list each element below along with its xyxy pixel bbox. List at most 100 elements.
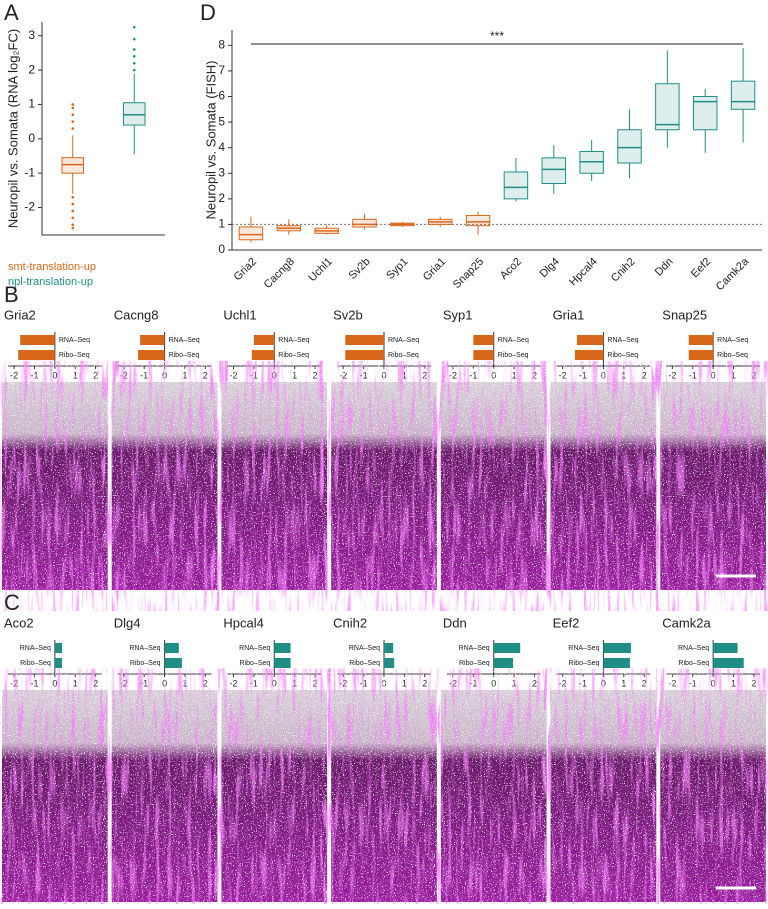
x-tick-label: -1 [689,370,697,380]
x-tick-label: Ddn [653,256,676,279]
gene-name: Camk2a [662,615,711,630]
gene-name: Gria2 [4,307,36,322]
bar [20,335,55,345]
micrograph-signal [2,382,108,590]
x-tick-label: Cacng8 [262,256,297,291]
legend-label: smt-translation-up [8,261,96,273]
row-label: RNA–Seq [678,645,709,652]
bar [164,658,182,668]
box [730,80,756,110]
x-tick-label: 1 [182,678,187,688]
row-label: Ribo–Seq [130,660,161,667]
x-tick-label: Gria2 [232,256,260,284]
y-tick-label: 2 [218,191,225,205]
outlier [132,25,136,29]
gene-name: Cacng8 [114,307,159,322]
x-tick-label: -1 [689,678,697,688]
bar [345,335,384,345]
bar [164,643,179,653]
x-tick-label: 2 [422,370,427,380]
box [541,157,567,184]
x-tick-label: 2 [313,370,318,380]
x-tick-label: 0 [711,678,716,688]
x-tick-label: 0 [381,678,386,688]
x-tick-label: 2 [642,370,647,380]
row-label: Ribo–Seq [717,352,748,359]
y-tick-label: 3 [218,165,225,179]
y-tick-label: 4 [218,140,225,154]
bar [54,658,62,668]
outlier [132,68,136,72]
x-tick-label: Camk2a [714,255,752,293]
box [617,129,642,164]
micrograph-signal [331,690,437,902]
x-tick-label: 2 [751,678,756,688]
box [61,157,85,174]
y-tick-label: 5 [218,114,225,128]
x-tick-label: -2 [120,370,128,380]
outlier [132,48,136,51]
row-label: Ribo–Seq [459,660,490,667]
y-tick-label: 0 [218,242,225,256]
row-label: RNA–Seq [278,337,309,344]
bar [493,658,514,668]
x-tick-label: -1 [30,370,38,380]
micrograph-signal [221,382,328,590]
outlier [71,195,75,199]
bar [384,658,395,668]
x-tick-label: 0 [52,370,57,380]
x-tick-label: -2 [10,370,18,380]
x-tick-label: -1 [469,370,477,380]
x-tick-label: -2 [449,678,457,688]
x-tick-label: -1 [250,678,258,688]
row-label: RNA–Seq [20,645,51,652]
y-tick-label: 3 [28,28,35,42]
gene-name: Aco2 [4,615,34,630]
outlier [71,216,75,220]
bar [688,335,714,345]
box [465,214,491,227]
x-tick-label: 1 [292,678,297,688]
gene-name: Gria1 [553,307,585,322]
row-label: RNA–Seq [568,645,599,652]
row-label: Ribo–Seq [59,352,90,359]
y-tick-label: -1 [24,165,35,179]
row-label: RNA–Seq [388,337,419,344]
x-tick-label: 0 [162,370,167,380]
bar [140,335,165,345]
x-tick-label: -1 [30,678,38,688]
x-tick-label: 0 [491,370,496,380]
bar [493,643,521,653]
outlier [132,61,136,65]
x-tick-label: 2 [751,370,756,380]
x-tick-label: 0 [52,678,57,688]
x-tick-label: 0 [381,370,386,380]
x-tick-label: 2 [422,678,427,688]
box [352,218,377,228]
y-tick-label: 0 [28,131,35,145]
panel-label: A [4,0,19,25]
row-label: Ribo–Seq [169,352,200,359]
x-tick-label: 2 [642,678,647,688]
panel-label: D [200,0,216,25]
bar [274,658,291,668]
row-label: RNA–Seq [498,337,529,344]
x-tick-label: Eef2 [689,256,713,280]
gene-name: Dlg4 [114,615,141,630]
gene-name: Cnih2 [333,615,367,630]
x-tick-label: -2 [449,370,457,380]
x-tick-label: Dlg4 [537,256,561,280]
x-tick-label: 1 [402,678,407,688]
panel-label: C [4,590,20,615]
x-tick-label: -2 [230,678,238,688]
row-label: RNA–Seq [349,645,380,652]
outlier [71,223,75,226]
x-tick-label: 1 [621,678,626,688]
gene-name: Eef2 [553,615,580,630]
micrograph-signal [331,382,437,590]
gene-name: Syp1 [443,307,473,322]
bar [688,350,714,360]
micrograph-signal [221,690,328,902]
row-label: RNA–Seq [459,645,490,652]
box [655,83,680,131]
